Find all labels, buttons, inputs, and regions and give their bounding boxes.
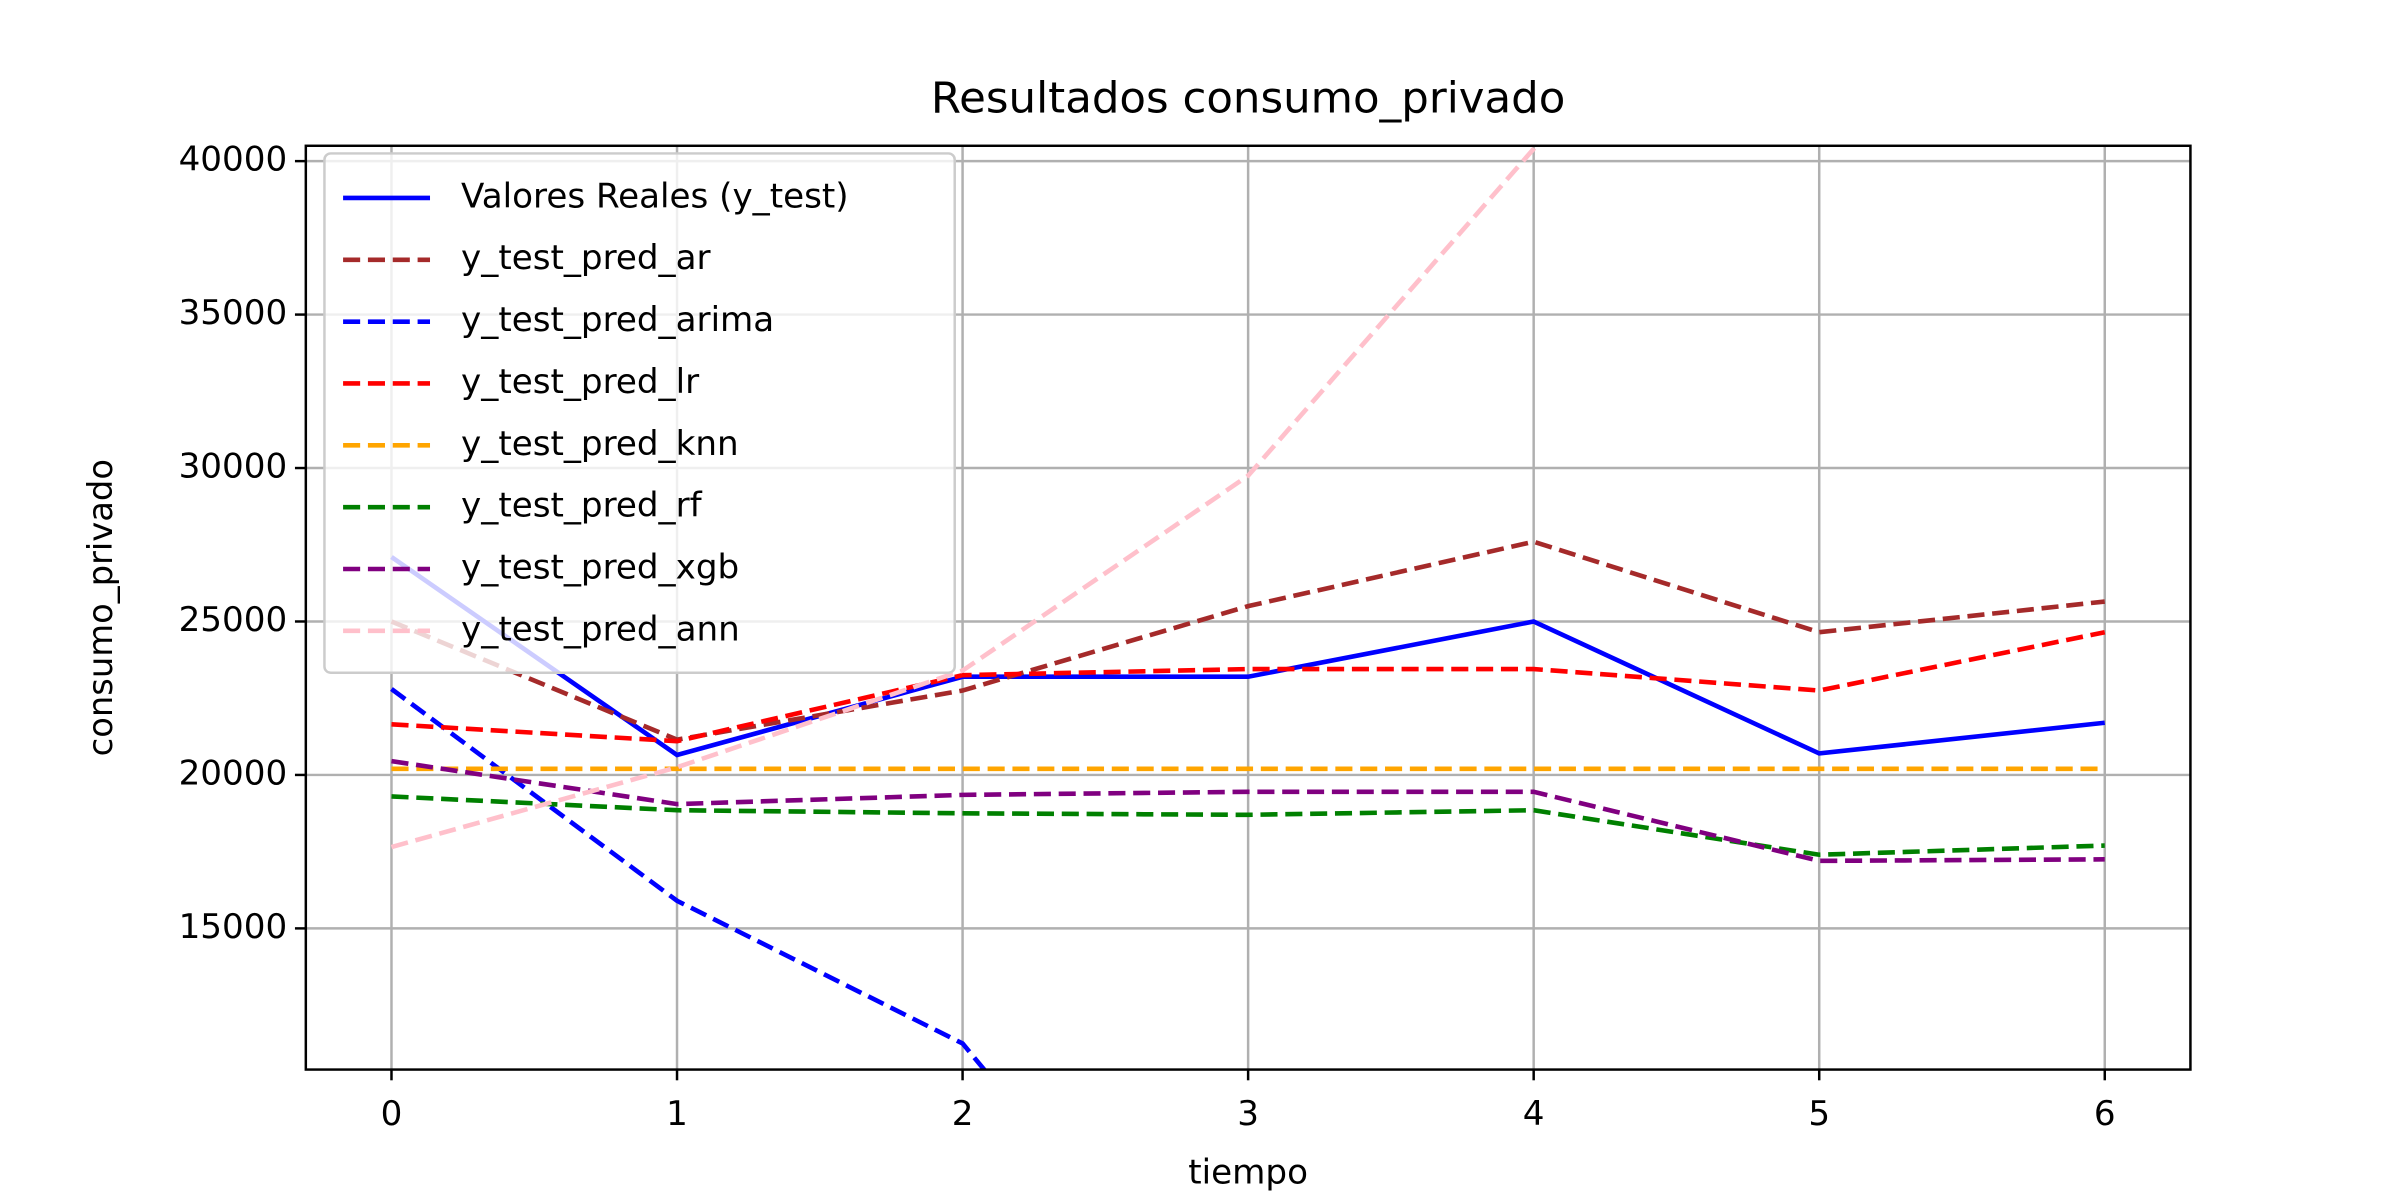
- y-tick-label: 40000: [179, 140, 288, 180]
- y-axis-label: consumo_privado: [81, 459, 121, 756]
- legend-label: y_test_pred_lr: [461, 362, 699, 402]
- y-tick-label: 35000: [179, 293, 288, 333]
- x-tick-label: 2: [952, 1094, 974, 1134]
- legend-label: y_test_pred_ar: [461, 238, 711, 278]
- legend-box: [323, 152, 956, 674]
- y-tick-label: 25000: [179, 600, 288, 640]
- x-tick-label: 5: [1808, 1094, 1830, 1134]
- legend-label: y_test_pred_arima: [461, 300, 774, 340]
- y-tick-label: 20000: [179, 754, 288, 794]
- y-tick-label: 15000: [179, 907, 288, 947]
- series-line: [391, 629, 2106, 744]
- x-tick-label: 0: [381, 1094, 403, 1134]
- legend-label: Valores Reales (y_test): [461, 177, 849, 217]
- legend-label: y_test_pred_knn: [461, 424, 739, 464]
- ticks: 0 1 2 3 4 5 6 15000 20000 25000 30000 35000 40000: [179, 140, 2116, 1134]
- series-line: [391, 758, 2105, 864]
- x-axis-label: tiempo: [1188, 1153, 1308, 1193]
- series-line: [390, 687, 988, 1070]
- x-tick-label: 6: [2094, 1094, 2116, 1134]
- legend-label: y_test_pred_rf: [461, 486, 703, 526]
- chart-title: Resultados consumo_privado: [931, 74, 1565, 124]
- x-tick-label: 4: [1523, 1094, 1545, 1134]
- series-line: [391, 794, 2105, 858]
- legend-label: y_test_pred_ann: [461, 609, 740, 649]
- legend: Valores Reales (y_test) y_test_pred_ar y_t…: [323, 152, 956, 674]
- x-tick-label: 1: [666, 1094, 688, 1134]
- lines: [390, 145, 2106, 1070]
- series-line: [390, 145, 1539, 850]
- y-tick-label: 30000: [179, 447, 288, 487]
- series-line: [390, 555, 2106, 758]
- legend-label: y_test_pred_xgb: [461, 548, 739, 588]
- x-tick-label: 3: [1237, 1094, 1259, 1134]
